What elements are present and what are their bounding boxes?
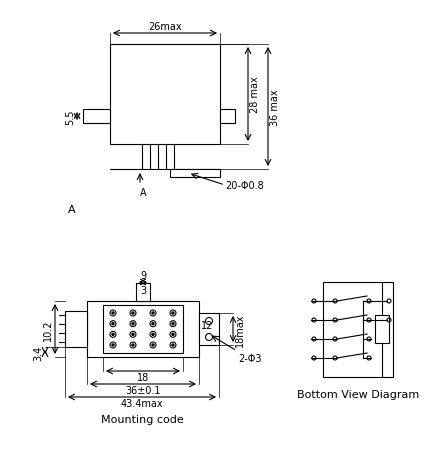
Bar — [87, 302, 199, 357]
Text: 36 max: 36 max — [270, 89, 280, 126]
Text: 12: 12 — [201, 320, 213, 330]
Text: 3.4: 3.4 — [33, 345, 43, 360]
Circle shape — [152, 312, 154, 314]
Circle shape — [172, 344, 174, 346]
Circle shape — [132, 323, 134, 325]
Circle shape — [172, 312, 174, 314]
Bar — [83, 110, 110, 124]
Text: 36±0.1: 36±0.1 — [125, 385, 161, 395]
Text: Bottom View Diagram: Bottom View Diagram — [297, 389, 419, 399]
Text: 28 max: 28 max — [250, 77, 260, 113]
Circle shape — [132, 334, 134, 336]
Circle shape — [152, 344, 154, 346]
Text: 20-Φ0.8: 20-Φ0.8 — [225, 180, 264, 190]
Text: 9: 9 — [140, 270, 146, 280]
Circle shape — [152, 323, 154, 325]
Circle shape — [112, 334, 114, 336]
Circle shape — [112, 312, 114, 314]
Text: A: A — [140, 188, 146, 197]
Circle shape — [172, 334, 174, 336]
Bar — [375, 315, 389, 343]
Bar — [110, 45, 220, 145]
Text: 10.2: 10.2 — [43, 319, 53, 340]
Text: 18: 18 — [137, 372, 149, 382]
Bar — [65, 311, 87, 347]
Bar — [199, 313, 219, 345]
Text: 5.5: 5.5 — [65, 109, 75, 124]
Bar — [136, 283, 150, 302]
Text: 3: 3 — [140, 285, 146, 295]
Circle shape — [132, 344, 134, 346]
Circle shape — [112, 323, 114, 325]
Text: Mounting code: Mounting code — [101, 414, 183, 424]
Text: A: A — [68, 205, 76, 214]
Circle shape — [172, 323, 174, 325]
Circle shape — [152, 334, 154, 336]
Text: 26max: 26max — [148, 22, 182, 32]
Bar — [323, 282, 393, 377]
Text: 43.4max: 43.4max — [121, 398, 163, 408]
Circle shape — [112, 344, 114, 346]
Circle shape — [132, 312, 134, 314]
Bar — [220, 110, 235, 124]
Bar — [170, 170, 220, 178]
Bar — [103, 305, 183, 353]
Text: 18max: 18max — [235, 313, 245, 346]
Text: 2-Φ3: 2-Φ3 — [238, 353, 261, 363]
